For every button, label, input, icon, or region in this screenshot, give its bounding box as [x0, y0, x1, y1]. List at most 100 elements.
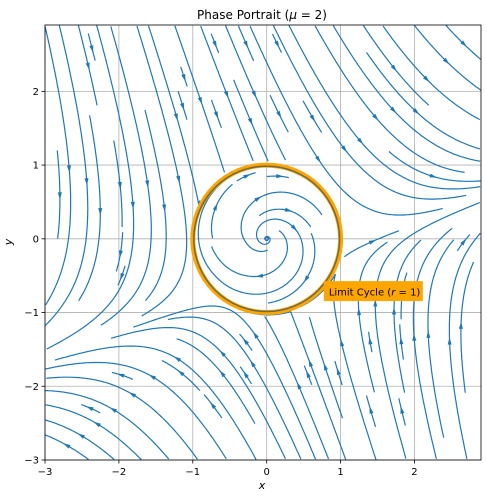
y-axis-label: y [2, 238, 15, 246]
stream-arrow [130, 201, 135, 209]
stream-arrow [429, 173, 437, 178]
x-tick-label: 2 [411, 467, 417, 478]
chart-title: Phase Portrait (μ = 2) [197, 8, 327, 22]
x-tick-label: −3 [38, 467, 53, 478]
y-axis-ticks: −3 −2 −1 0 1 2 [24, 87, 45, 467]
stream-arrow [297, 382, 302, 390]
stream-arrow [251, 90, 257, 98]
stream-arrow [145, 180, 150, 188]
y-tick-label: −3 [24, 456, 39, 467]
stream-arrow [117, 181, 122, 190]
stream-arrow [243, 371, 249, 379]
stream-arrow [426, 330, 431, 338]
stream-arrow [306, 370, 311, 378]
x-tick-label: −2 [112, 467, 127, 478]
stream-arrow [212, 203, 218, 211]
stream-arrow [243, 338, 249, 345]
stream-arrow [212, 40, 217, 49]
stream-arrow [368, 337, 373, 345]
stream-arrow [85, 62, 90, 70]
stream-arrow [290, 224, 298, 232]
stream-arrow [213, 111, 219, 119]
stream-arrow [197, 96, 202, 105]
y-tick-label: 2 [33, 87, 39, 98]
stream-arrow [390, 64, 397, 72]
stream-arrow [323, 363, 328, 371]
stream-arrow [284, 207, 293, 212]
stream-arrow [253, 331, 259, 339]
stream-arrow [392, 307, 397, 315]
stream-arrow [308, 359, 314, 367]
stream-arrow [118, 250, 123, 258]
stream-arrow [210, 402, 217, 409]
stream-arrow [412, 333, 417, 341]
stream-arrow [250, 360, 256, 368]
stream-arrow [173, 113, 178, 121]
stream-arrow [341, 145, 347, 153]
y-tick-label: 1 [33, 161, 39, 172]
x-axis-ticks: −3 −2 −1 0 1 2 [38, 460, 418, 478]
stream-arrow [309, 114, 315, 122]
stream-arrow [176, 175, 181, 184]
x-tick-label: −1 [185, 467, 200, 478]
stream-arrow [368, 239, 377, 245]
inner-circle [193, 165, 341, 313]
label-background [323, 281, 423, 302]
stream-arrow [373, 299, 378, 307]
stream-arrow [173, 356, 182, 362]
stream-arrow [180, 102, 185, 111]
stream-arrow [254, 196, 262, 202]
x-tick-label: 1 [337, 467, 343, 478]
stream-arrow [276, 110, 282, 119]
stream-arrow [412, 108, 420, 115]
stream-arrow [128, 392, 137, 398]
y-tick-label: 0 [33, 234, 39, 245]
stream-arrow [399, 337, 404, 345]
stream-arrow [303, 275, 310, 283]
stream-arrow [274, 40, 280, 48]
y-tick-label: −2 [24, 382, 39, 393]
stream-arrow [66, 165, 71, 173]
stream-arrow [57, 192, 62, 200]
limit-cycle-ring [190, 162, 344, 316]
stream-arrow [148, 374, 156, 380]
stream-arrow [84, 178, 89, 186]
stream-arrow [400, 406, 405, 414]
limit-cycle [190, 162, 344, 316]
stream-arrow [181, 73, 186, 82]
x-axis-label: x [258, 479, 266, 492]
y-tick-label: −1 [24, 308, 39, 319]
stream-arrow [89, 45, 94, 53]
stream-arrow [447, 337, 452, 345]
stream-arrow [93, 421, 101, 428]
stream-arrow [86, 406, 94, 412]
stream-arrow [442, 57, 450, 65]
x-tick-label: 0 [264, 467, 270, 478]
stream-arrow [315, 155, 321, 163]
stream-arrow [372, 113, 379, 121]
stream-arrow [117, 373, 125, 378]
stream-arrow [369, 406, 374, 414]
stream-arrow [357, 307, 362, 316]
stream-arrow [276, 174, 284, 179]
stream-arrow [177, 370, 185, 377]
stream-arrow [390, 106, 397, 114]
stream-arrow [340, 339, 345, 347]
stream-arrow [460, 40, 467, 47]
stream-arrow [223, 90, 229, 99]
stream-arrow [460, 238, 467, 246]
stream-arrow [243, 174, 251, 179]
limit-cycle-label: Limit Cycle (r = 1) [323, 281, 423, 302]
stream-arrow [423, 75, 430, 83]
stream-arrow [219, 370, 226, 378]
stream-arrow [162, 204, 167, 212]
axes-frame [44, 24, 482, 461]
stream-arrow [336, 367, 341, 376]
stream-arrow [243, 40, 248, 48]
stream-arrow [458, 321, 463, 329]
stream-arrow [120, 272, 125, 281]
stream-arrow [357, 137, 364, 145]
stream-arrow [219, 350, 226, 357]
